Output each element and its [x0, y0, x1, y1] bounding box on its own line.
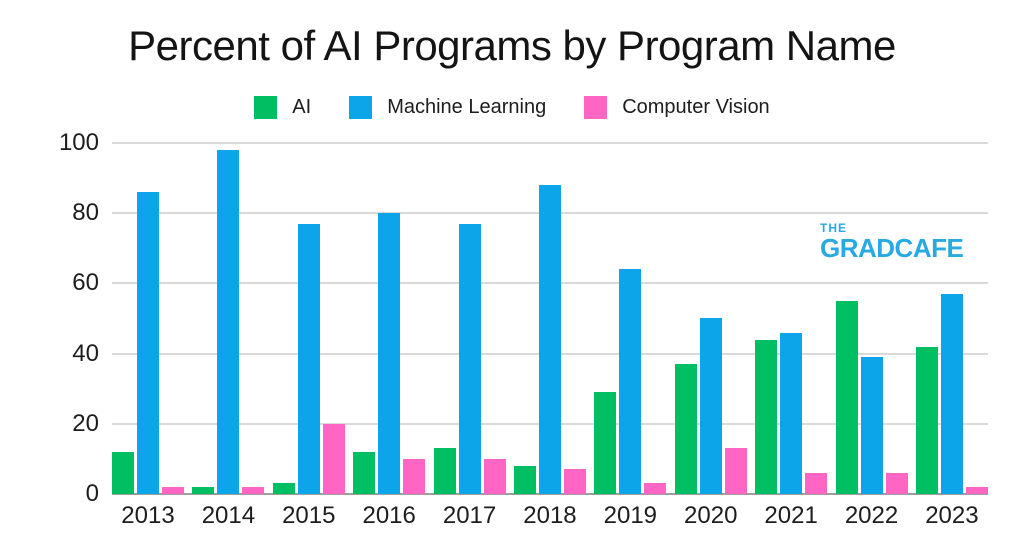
- bar-computer-vision-2023: [965, 487, 988, 494]
- bar-groups: [112, 143, 988, 494]
- bar-group-2017: [433, 143, 506, 494]
- legend-label-machine-learning: Machine Learning: [387, 96, 547, 118]
- bar-group-2019: [594, 143, 667, 494]
- bar-ai-2014: [192, 487, 215, 494]
- bar-group-2018: [513, 143, 586, 494]
- bar-computer-vision-2020: [724, 448, 747, 494]
- bar-machine-learning-2020: [699, 318, 722, 494]
- bar-machine-learning-2013: [137, 192, 159, 494]
- bar-computer-vision-2018: [563, 469, 586, 494]
- bar-ai-2017: [433, 448, 456, 494]
- bar-machine-learning-2017: [458, 224, 481, 494]
- x-tick-label-2017: 2017: [442, 502, 497, 529]
- bar-group-2013: [112, 143, 184, 494]
- plot-area: 0 20 40 60 80 100 2013 2014 2015 2016 2017 2018 201…: [59, 129, 988, 529]
- bar-ai-2020: [674, 364, 697, 494]
- x-axis-labels: 2013 2014 2015 2016 2017 2018 2019 2020 2021 2022…: [112, 502, 988, 530]
- legend-label-ai: AI: [292, 96, 312, 118]
- x-tick-label-2014: 2014: [201, 502, 256, 529]
- bar-group-2022: [835, 143, 908, 494]
- y-tick-label-60: 60: [72, 269, 99, 297]
- x-tick-label-2023: 2023: [925, 502, 979, 529]
- bar-computer-vision-2019: [644, 483, 667, 494]
- legend-item-ai: AI: [254, 96, 311, 119]
- x-axis-line: [112, 493, 988, 495]
- bar-computer-vision-2013: [162, 487, 184, 494]
- bar-machine-learning-2021: [780, 333, 803, 494]
- x-tick-label-2013: 2013: [121, 502, 175, 529]
- legend-swatch-ai: [254, 96, 278, 119]
- bar-ai-2022: [835, 301, 858, 494]
- x-tick-label-2016: 2016: [362, 502, 416, 529]
- bar-group-2014: [192, 143, 265, 494]
- bar-ai-2019: [594, 392, 617, 494]
- legend-swatch-machine-learning: [349, 96, 373, 119]
- bar-ai-2013: [112, 452, 134, 494]
- gridline-100: [112, 142, 988, 144]
- y-tick-label-0: 0: [85, 480, 99, 507]
- bar-computer-vision-2014: [242, 487, 265, 494]
- bar-machine-learning-2019: [619, 269, 642, 494]
- bar-computer-vision-2016: [403, 459, 426, 494]
- bar-computer-vision-2015: [322, 424, 345, 494]
- bar-group-2015: [272, 143, 345, 494]
- x-tick-label-2018: 2018: [523, 502, 577, 529]
- bar-ai-2023: [915, 347, 938, 494]
- bar-ai-2015: [272, 483, 295, 494]
- bar-machine-learning-2014: [217, 150, 240, 494]
- y-tick-label-80: 80: [72, 199, 99, 227]
- bar-computer-vision-2021: [805, 473, 828, 494]
- bar-machine-learning-2022: [860, 357, 883, 494]
- bar-machine-learning-2023: [940, 294, 963, 494]
- bar-computer-vision-2022: [885, 473, 908, 494]
- bar-group-2020: [674, 143, 747, 494]
- bar-group-2023: [915, 143, 988, 494]
- bar-machine-learning-2016: [378, 213, 401, 494]
- bar-computer-vision-2017: [483, 459, 506, 494]
- gradcafe-logo: THE GRADCAFE: [820, 221, 964, 263]
- chart-legend: AI Machine Learning Computer Vision: [0, 96, 1024, 119]
- logo-the-text: THE: [820, 221, 847, 235]
- legend-item-machine-learning: Machine Learning: [349, 96, 546, 119]
- legend-label-computer-vision: Computer Vision: [622, 96, 770, 118]
- x-tick-label-2019: 2019: [603, 502, 658, 529]
- x-tick-label-2020: 2020: [684, 502, 738, 529]
- y-tick-label-20: 20: [72, 409, 99, 437]
- bar-ai-2018: [513, 466, 536, 494]
- x-tick-label-2015: 2015: [282, 502, 336, 529]
- bar-machine-learning-2015: [297, 224, 320, 494]
- legend-item-computer-vision: Computer Vision: [584, 96, 770, 119]
- bar-group-2021: [755, 143, 828, 494]
- logo-gradcafe-text: GRADCAFE: [820, 233, 964, 263]
- bar-group-2016: [353, 143, 426, 494]
- bar-ai-2016: [353, 452, 376, 494]
- chart-title: Percent of AI Programs by Program Name: [128, 22, 896, 69]
- bar-machine-learning-2018: [538, 185, 561, 494]
- bar-ai-2021: [755, 340, 778, 494]
- x-tick-label-2021: 2021: [764, 502, 818, 529]
- x-tick-label-2022: 2022: [844, 502, 899, 529]
- y-tick-label-100: 100: [58, 129, 99, 156]
- y-tick-label-40: 40: [72, 339, 99, 367]
- legend-swatch-computer-vision: [584, 96, 608, 119]
